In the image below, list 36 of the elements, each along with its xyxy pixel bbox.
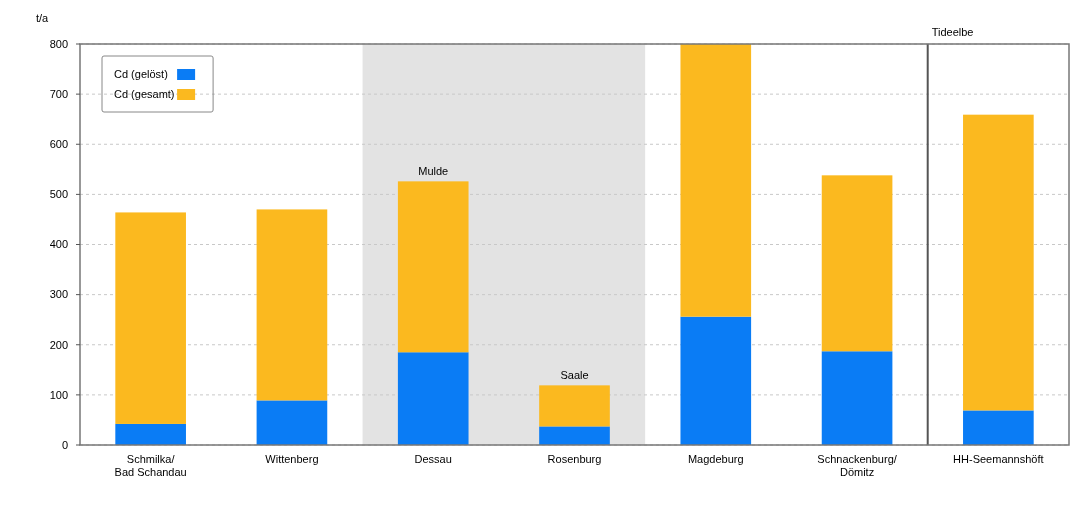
y-tick-label: 500 bbox=[49, 188, 68, 201]
x-tick-label: Schmilka/ Bad Schandau bbox=[114, 453, 187, 478]
y-tick-label: 300 bbox=[49, 288, 68, 301]
bar bbox=[115, 212, 186, 424]
y-axis-title: t/a bbox=[36, 12, 50, 24]
bar bbox=[963, 114, 1034, 411]
x-tick-label: Wittenberg bbox=[265, 453, 319, 465]
x-tick-label: Magdeburg bbox=[687, 453, 744, 465]
y-tick-label: 0 bbox=[61, 438, 68, 451]
legend-label: Cd (gesamt) bbox=[114, 87, 175, 100]
bar bbox=[397, 352, 469, 445]
bar bbox=[256, 209, 328, 401]
bar bbox=[539, 385, 610, 427]
bar bbox=[680, 44, 752, 317]
y-tick-label: 100 bbox=[49, 388, 68, 401]
annotation: Mulde bbox=[418, 165, 449, 178]
bar bbox=[821, 351, 893, 445]
y-tick-label: 800 bbox=[49, 37, 68, 50]
annotation: Saale bbox=[560, 369, 589, 382]
x-tick-label: Rosenburg bbox=[547, 453, 602, 465]
bar bbox=[821, 175, 893, 352]
bar bbox=[115, 423, 186, 445]
bar bbox=[539, 426, 610, 445]
bar bbox=[680, 316, 752, 445]
legend-label: Cd (gelöst) bbox=[114, 67, 168, 80]
bar bbox=[256, 400, 328, 445]
y-tick-label: 400 bbox=[49, 238, 68, 251]
x-tick-label: Schnackenburg/ Dömitz bbox=[817, 453, 898, 478]
x-tick-label: HH-Seemannshöft bbox=[953, 453, 1044, 465]
y-tick-label: 700 bbox=[49, 87, 68, 100]
ref-line-label: Tideelbe bbox=[931, 26, 974, 38]
y-tick-label: 200 bbox=[49, 338, 68, 351]
bar bbox=[397, 181, 469, 353]
bar bbox=[963, 410, 1034, 445]
x-tick-label: Dessau bbox=[414, 453, 452, 465]
y-tick-label: 600 bbox=[49, 138, 68, 151]
